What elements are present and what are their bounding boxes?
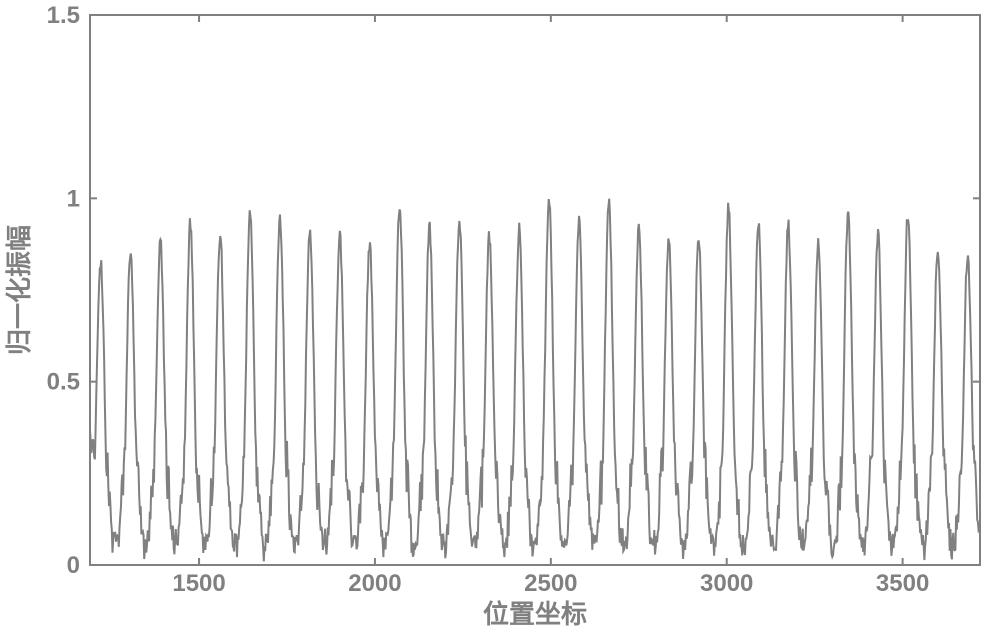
y-tick-label: 1.5 bbox=[47, 2, 80, 29]
x-tick-label: 2500 bbox=[524, 570, 577, 597]
series-signal bbox=[90, 199, 979, 562]
x-tick-label: 3000 bbox=[700, 570, 753, 597]
y-tick-label: 1 bbox=[67, 185, 80, 212]
y-axis-title: 归一化振幅 bbox=[4, 225, 34, 355]
x-tick-label: 3500 bbox=[876, 570, 929, 597]
y-tick-label: 0 bbox=[67, 552, 80, 579]
y-tick-label: 0.5 bbox=[47, 369, 80, 396]
x-tick-label: 2000 bbox=[348, 570, 401, 597]
line-chart: 1500 2000 2500 3000 3500 0 0.5 1 1.5 位置坐标 归一化振幅 bbox=[0, 0, 1000, 637]
x-axis-title: 位置坐标 bbox=[483, 599, 587, 629]
x-tick-label: 1500 bbox=[172, 570, 225, 597]
chart-container: 1500 2000 2500 3000 3500 0 0.5 1 1.5 位置坐标 归一化振幅 bbox=[0, 0, 1000, 637]
plot-box bbox=[90, 15, 980, 565]
